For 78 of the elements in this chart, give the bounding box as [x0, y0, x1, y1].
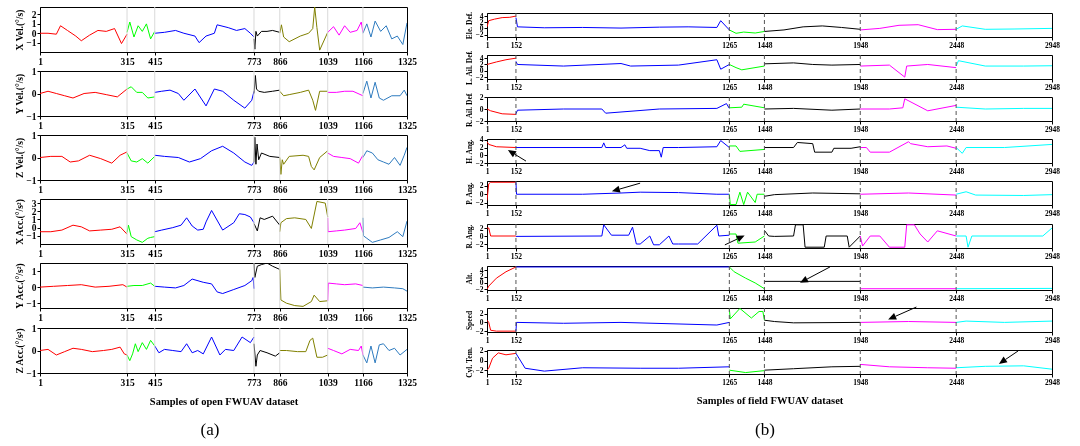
- x-tick-label: 1: [38, 120, 44, 131]
- y-tick-label: 1: [31, 266, 37, 277]
- x-tick-label: 773: [247, 248, 262, 259]
- x-tick-label: 315: [120, 312, 135, 323]
- y-tick-label: 0: [31, 223, 37, 234]
- x-tick-label: 315: [120, 56, 135, 67]
- y-tick-label: 0: [31, 28, 37, 39]
- x-tick-label: 1039: [318, 184, 338, 195]
- y-tick-label: 1: [31, 215, 37, 226]
- x-tick-label: 866: [273, 377, 288, 387]
- x-tick-label: 1039: [318, 312, 338, 323]
- y-tick-label: −1: [26, 175, 37, 186]
- x-tick-label: 1166: [354, 184, 373, 195]
- x-tick-label: 1325: [398, 312, 418, 323]
- x-tick-label: 773: [247, 184, 262, 195]
- x-tick-label: 415: [148, 312, 163, 323]
- x-tick-label: 415: [148, 377, 163, 387]
- y-tick-label: −1: [26, 38, 37, 49]
- x-tick-label: 1039: [318, 120, 338, 131]
- y-axis-title: Z Acc.(°/s²): [15, 327, 27, 374]
- x-tick-label: 415: [148, 248, 163, 259]
- x-tick-label: 415: [148, 120, 163, 131]
- y-axis-title: X Acc.(°/s²): [15, 199, 27, 246]
- y-tick-label: 0: [31, 153, 37, 164]
- y-axis-title: Z Vel.(°/s): [15, 138, 27, 179]
- x-tick-label: 1166: [354, 120, 373, 131]
- y-tick-label: 0: [31, 345, 37, 356]
- x-tick-label: 1325: [398, 184, 418, 195]
- x-tick-label: 1166: [354, 377, 373, 387]
- x-tick-label: 773: [247, 120, 262, 131]
- x-tick-label: 315: [120, 184, 135, 195]
- x-tick-label: 1: [38, 377, 44, 387]
- x-tick-label: 1166: [354, 312, 373, 323]
- x-tick-label: 866: [273, 312, 288, 323]
- y-axis-title: X Vel.(°/s): [15, 9, 27, 51]
- x-tick-label: 1039: [318, 377, 338, 387]
- y-tick-label: −1: [26, 368, 37, 378]
- y-tick-label: 2: [31, 207, 37, 218]
- y-tick-label: −1: [26, 231, 37, 242]
- y-tick-label: −1: [26, 111, 37, 122]
- x-tick-label: 315: [120, 120, 135, 131]
- x-tick-label: 1039: [318, 248, 338, 259]
- x-tick-label: 1325: [398, 120, 418, 131]
- x-tick-label: 1325: [398, 248, 418, 259]
- y-tick-label: 1: [31, 19, 37, 30]
- y-tick-label: 1: [31, 66, 37, 77]
- x-tick-label: 1166: [354, 56, 373, 67]
- x-tick-label: 1: [38, 248, 44, 259]
- x-tick-label: 415: [148, 56, 163, 67]
- x-tick-label: 1: [38, 56, 44, 67]
- x-tick-label: 415: [148, 184, 163, 195]
- y-axis-title: Y Vel.(°/s): [15, 73, 27, 115]
- x-tick-label: 1039: [318, 56, 338, 67]
- text: (b): [755, 420, 775, 440]
- y-tick-label: 0: [31, 283, 37, 293]
- y-tick-label: 1: [31, 323, 37, 333]
- x-tick-label: 866: [273, 184, 288, 195]
- y-axis-title: Y Acc.(°/s²): [15, 263, 27, 310]
- x-tick-label: 773: [247, 377, 262, 387]
- x-tick-label: 866: [273, 56, 288, 67]
- x-tick-label: 1325: [398, 377, 418, 387]
- x-tick-label: 1166: [354, 248, 373, 259]
- x-tick-label: 1325: [398, 56, 418, 67]
- x-tick-label: 315: [120, 377, 135, 387]
- text: (a): [200, 420, 220, 440]
- x-axis-title: Samples of field FWUAV dataset: [696, 394, 844, 406]
- x-tick-label: 1: [38, 184, 44, 195]
- x-tick-label: 866: [273, 248, 288, 259]
- x-tick-label: 866: [273, 120, 288, 131]
- y-tick-label: 3: [31, 198, 37, 209]
- y-tick-label: 2: [31, 10, 37, 20]
- y-tick-label: −1: [26, 299, 37, 310]
- x-tick-label: 773: [247, 312, 262, 323]
- x-tick-label: 773: [247, 56, 262, 67]
- x-tick-label: 315: [120, 248, 135, 259]
- x-tick-label: 1: [38, 312, 44, 323]
- y-tick-label: 0: [31, 89, 37, 100]
- x-axis-title: Samples of open FWUAV dataset: [149, 395, 299, 407]
